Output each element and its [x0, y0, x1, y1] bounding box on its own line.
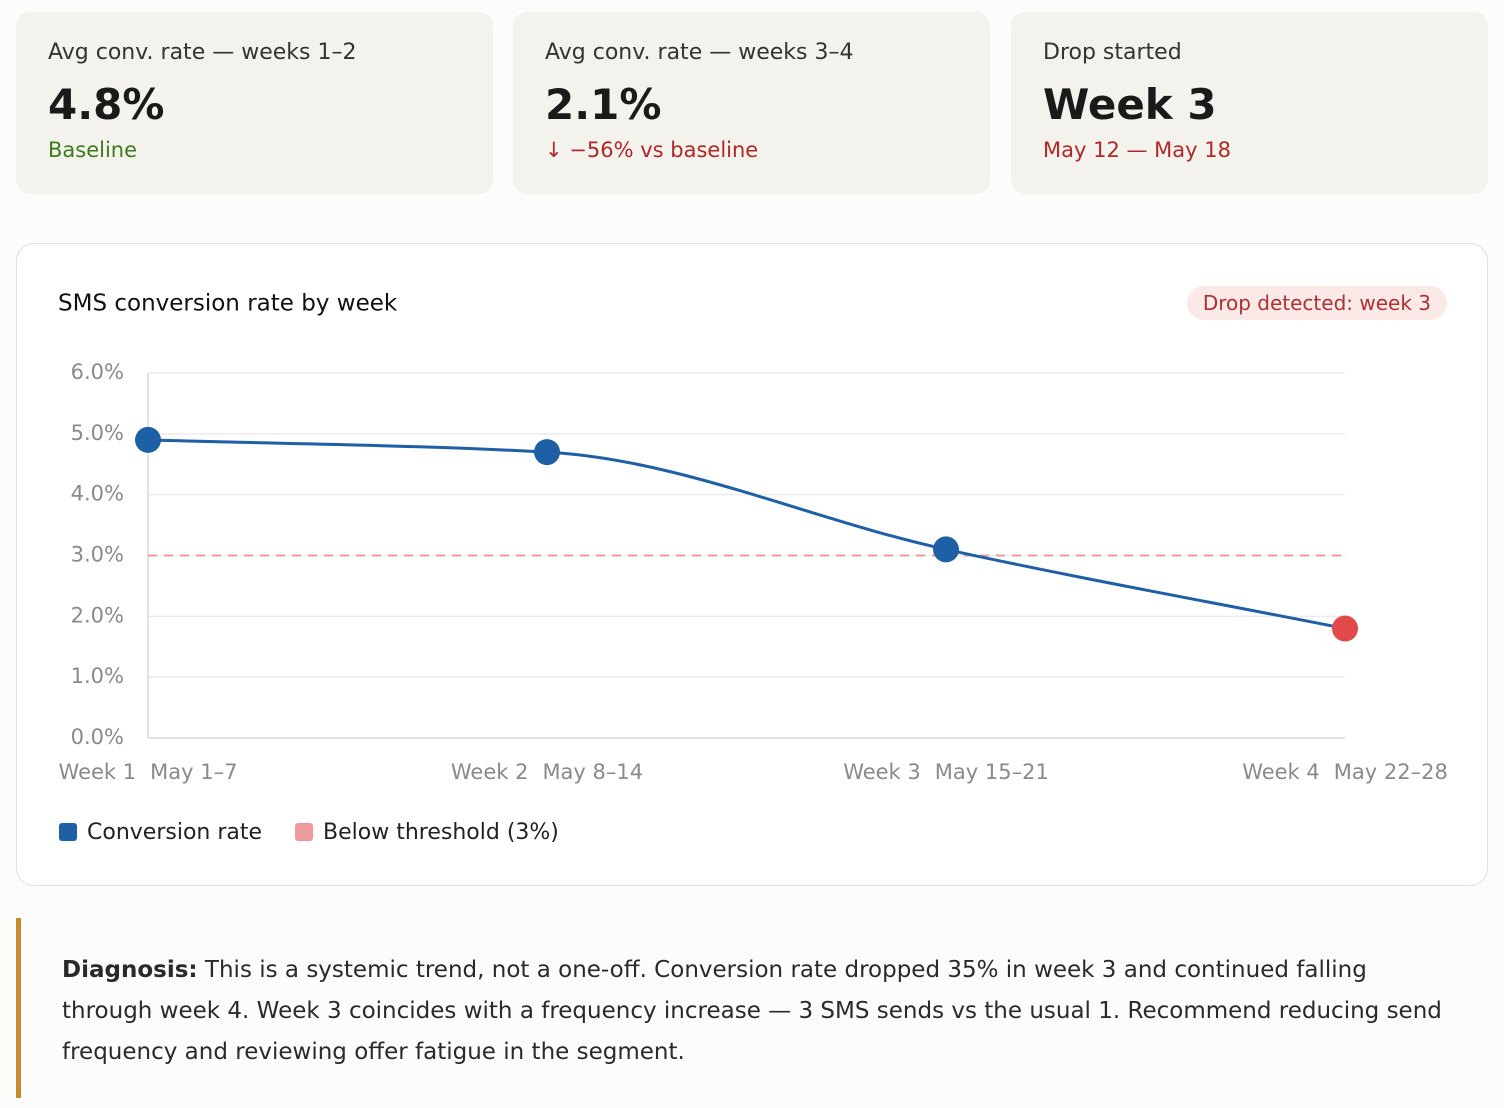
diagnosis: Diagnosis: This is a systemic trend, not… — [16, 918, 1446, 1098]
y-tick-label: 4.0% — [71, 482, 124, 506]
data-point — [135, 426, 161, 453]
data-point — [933, 536, 959, 563]
category-dates: May 22–28 — [1334, 760, 1448, 784]
y-tick-label: 0.0% — [71, 725, 124, 749]
data-point — [534, 439, 560, 466]
card-label: Avg conv. rate — weeks 3–4 — [545, 40, 854, 65]
y-tick-label: 6.0% — [71, 360, 124, 384]
badge: Drop detected: week 3 — [1186, 286, 1447, 320]
category: Week 3 — [843, 760, 921, 784]
card-note: Baseline — [48, 138, 138, 162]
card-label: Drop started — [1043, 40, 1182, 65]
category-dates: May 15–21 — [935, 760, 1049, 784]
category: Week 2 — [451, 760, 529, 784]
stat-card: Drop started Week 3 May 12 — May 18 — [1011, 12, 1488, 194]
chart: SMS conversion rate by week 0.0% 1.0% 2.0%… — [58, 291, 1448, 846]
legend-label: Conversion rate — [87, 820, 262, 845]
card-value: 2.1% — [545, 80, 662, 129]
card-value: Week 3 — [1043, 80, 1217, 129]
category: Week 1 — [59, 760, 137, 784]
x-tick-label: Week 1 May 1–7 — [59, 760, 238, 784]
legend-label: Below threshold (3%) — [323, 820, 559, 845]
legend-swatch — [295, 823, 314, 841]
x-tick-label: Week 4 May 22–28 — [1242, 760, 1448, 784]
y-tick-label: 3.0% — [71, 543, 124, 567]
data-point — [1332, 615, 1358, 642]
y-tick-label: 5.0% — [71, 421, 124, 445]
card-value: 4.8% — [48, 80, 165, 129]
y-tick-label: 1.0% — [71, 664, 124, 688]
category-dates: May 8–14 — [542, 760, 643, 784]
card-label: Avg conv. rate — weeks 1–2 — [48, 40, 357, 65]
card-note: May 12 — May 18 — [1043, 138, 1231, 162]
stat-card: Avg conv. rate — weeks 1–2 4.8% Baseline — [16, 12, 493, 194]
diagnosis-text: This is a systemic trend, not a one-off.… — [62, 957, 1442, 1065]
diagnosis-label: Diagnosis: — [62, 957, 198, 983]
x-tick-label: Week 3 May 15–21 — [843, 760, 1049, 784]
legend-swatch — [59, 823, 77, 841]
category-dates: May 1–7 — [150, 760, 237, 784]
stat-card: Avg conv. rate — weeks 3–4 2.1% ↓ −56% v… — [513, 12, 990, 194]
chart-title: SMS conversion rate by week — [58, 291, 398, 317]
series-line — [147, 438, 1346, 630]
chart-panel: Drop detected: week 3 SMS conversion rat… — [16, 243, 1488, 886]
y-tick-label: 2.0% — [71, 603, 124, 627]
x-tick-label: Week 2 May 8–14 — [451, 760, 643, 784]
category: Week 4 — [1242, 760, 1320, 784]
card-note: ↓ −56% vs baseline — [545, 138, 759, 162]
